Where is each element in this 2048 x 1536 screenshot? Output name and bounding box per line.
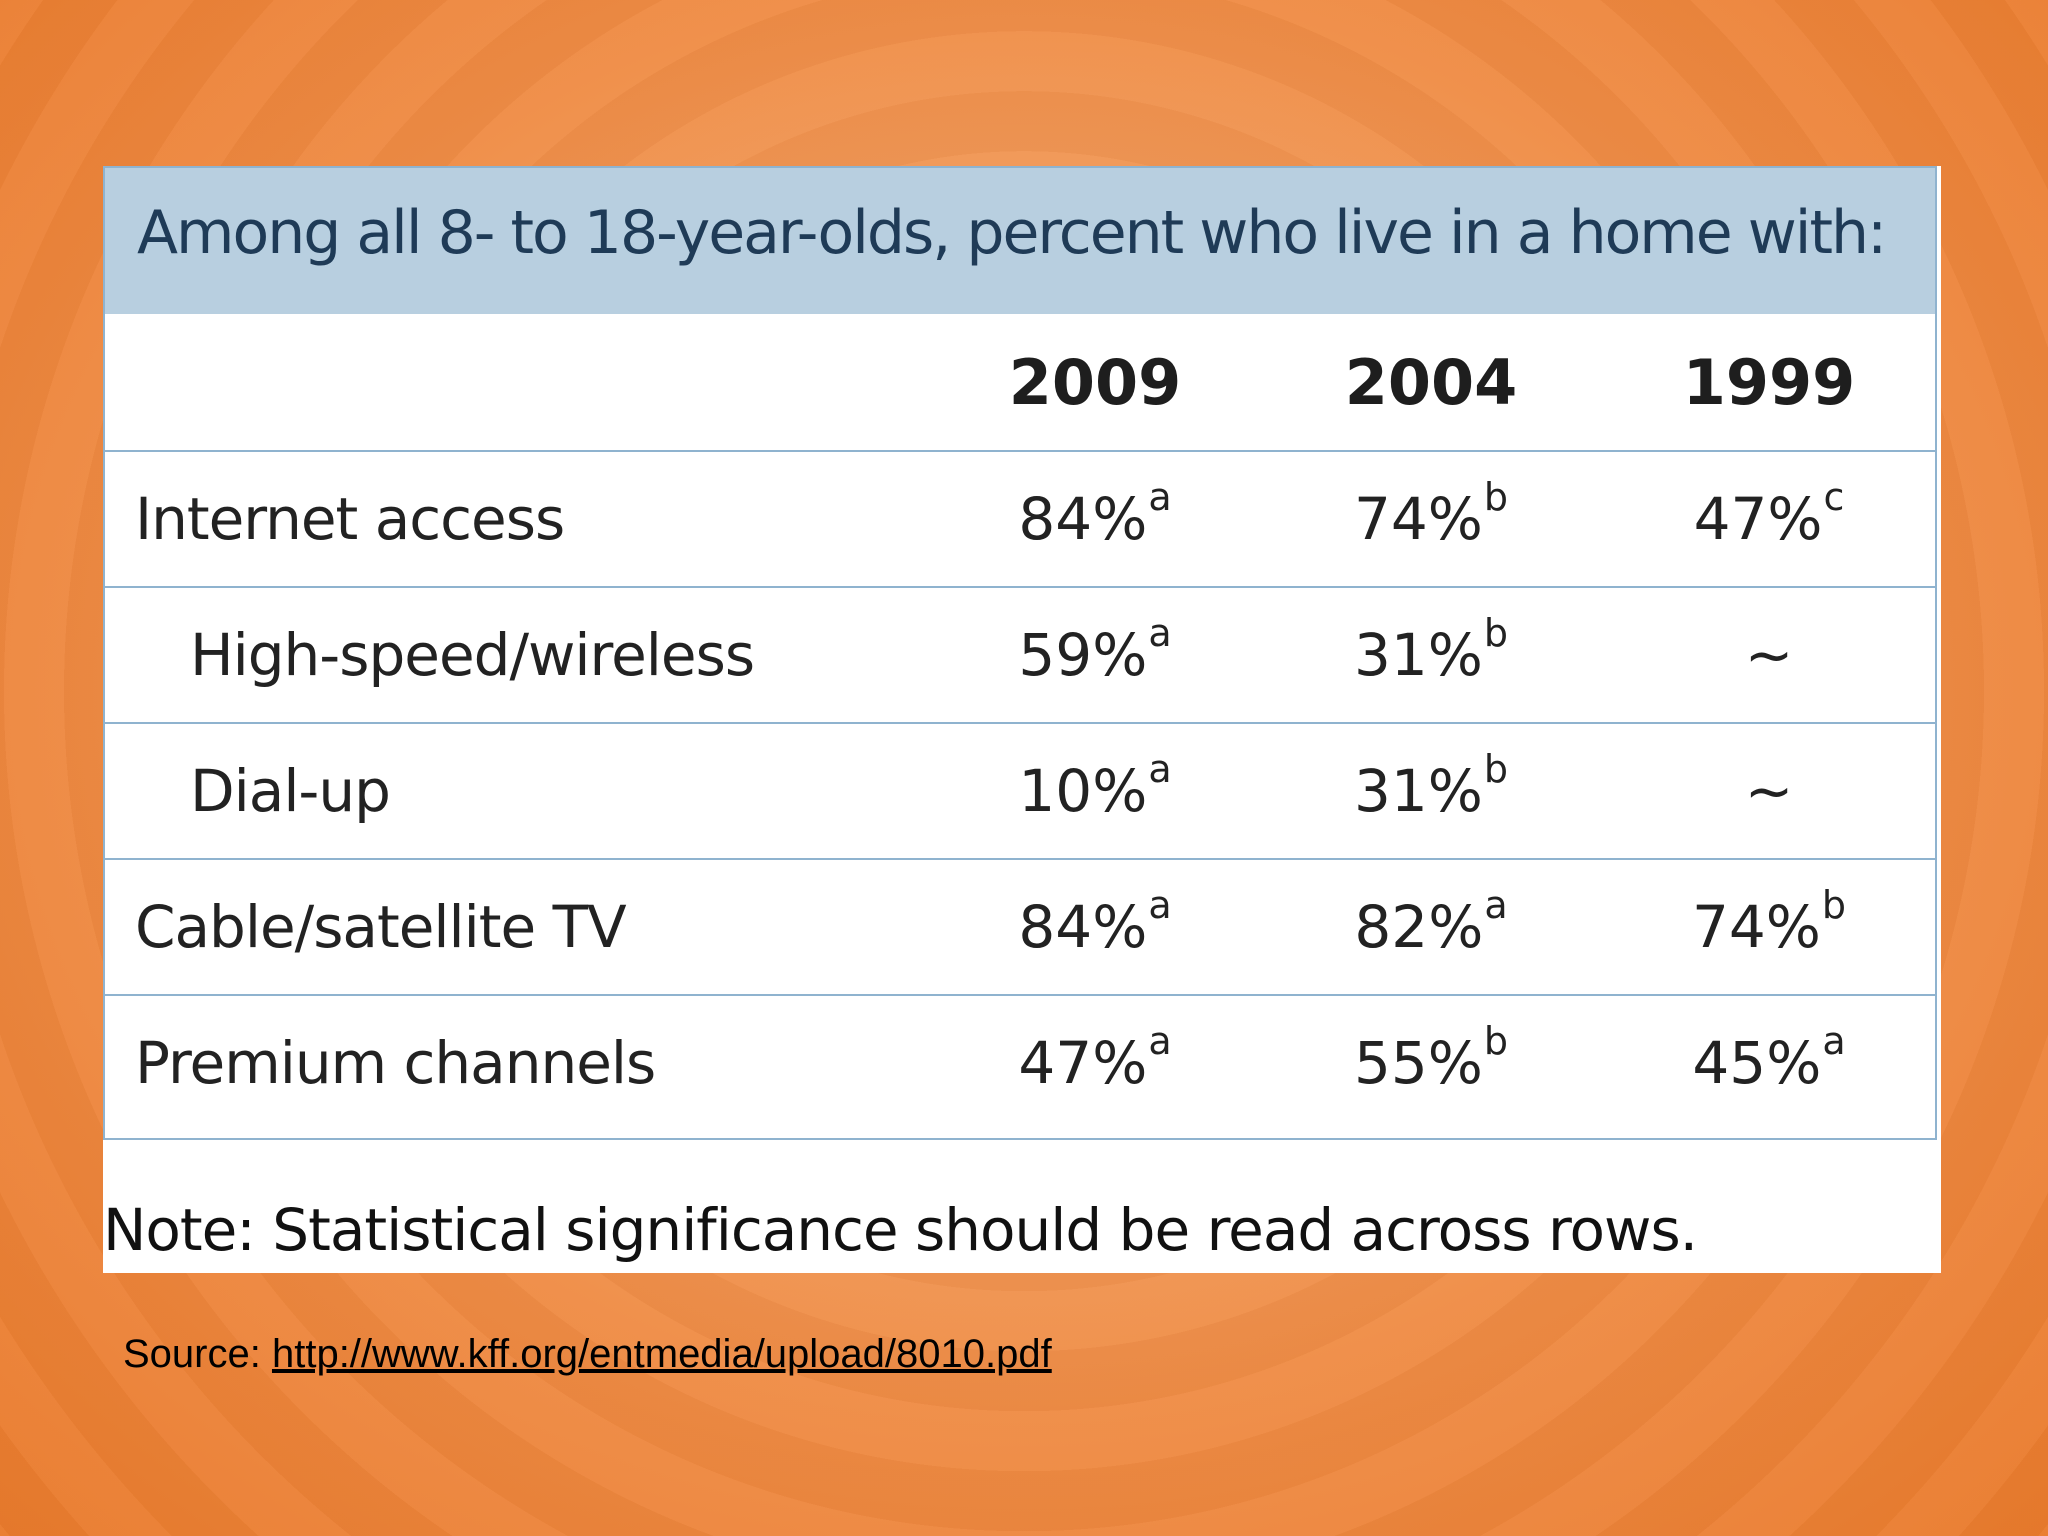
significance-marker: b	[1483, 747, 1509, 791]
cell-value: 84%	[1018, 485, 1148, 553]
table-cell: 55% b	[1301, 996, 1561, 1130]
row-label: Premium channels	[135, 1029, 656, 1097]
cell-value: 74%	[1353, 485, 1483, 553]
significance-marker: a	[1148, 1019, 1172, 1063]
column-header-1999: 1999	[1682, 345, 1856, 419]
table-cell: 47% a	[965, 996, 1225, 1130]
table-cell: ~	[1639, 724, 1899, 858]
cell-value: 31%	[1353, 621, 1483, 689]
significance-marker: b	[1821, 883, 1847, 927]
significance-marker: b	[1483, 1019, 1509, 1063]
table-row: Premium channels 47% a 55% b 45% a	[105, 994, 1935, 1130]
data-table: Among all 8- to 18-year-olds, percent wh…	[103, 166, 1937, 1140]
table-panel: Among all 8- to 18-year-olds, percent wh…	[103, 166, 1941, 1273]
cell-value: 74%	[1691, 893, 1821, 961]
significance-marker: a	[1148, 611, 1172, 655]
table-cell: 10% a	[965, 724, 1225, 858]
cell-value: 82%	[1354, 893, 1484, 961]
cell-value: 55%	[1353, 1029, 1483, 1097]
source-link[interactable]: http://www.kff.org/entmedia/upload/8010.…	[271, 1332, 1052, 1376]
cell-value: 47%	[1018, 1029, 1148, 1097]
cell-value: 84%	[1018, 893, 1148, 961]
significance-marker: a	[1148, 747, 1172, 791]
cell-value: 45%	[1692, 1029, 1822, 1097]
source-citation: Source: http://www.kff.org/entmedia/uplo…	[123, 1332, 1052, 1377]
table-cell: 82% a	[1301, 860, 1561, 994]
significance-marker: a	[1148, 883, 1172, 927]
significance-marker: c	[1823, 475, 1845, 519]
significance-marker: a	[1148, 475, 1172, 519]
table-title-band: Among all 8- to 18-year-olds, percent wh…	[105, 168, 1935, 314]
table-row: Cable/satellite TV 84% a 82% a 74% b	[105, 858, 1935, 994]
table-cell: 74% b	[1639, 860, 1899, 994]
column-header-2004: 2004	[1344, 345, 1518, 419]
row-label: Dial-up	[190, 757, 391, 825]
table-cell: 74% b	[1301, 452, 1561, 586]
column-header-2009: 2009	[1008, 345, 1182, 419]
table-row: Dial-up 10% a 31% b ~	[105, 722, 1935, 858]
table-note: Note: Statistical significance should be…	[103, 1196, 1698, 1264]
cell-value: 31%	[1353, 757, 1483, 825]
row-label: Internet access	[135, 485, 565, 553]
table-cell: ~	[1639, 588, 1899, 722]
table-cell: 84% a	[965, 452, 1225, 586]
significance-marker: a	[1822, 1019, 1846, 1063]
row-label: Cable/satellite TV	[135, 893, 627, 961]
table-cell: 31% b	[1301, 724, 1561, 858]
cell-value: ~	[1744, 757, 1794, 825]
table-cell: 31% b	[1301, 588, 1561, 722]
significance-marker: a	[1484, 883, 1508, 927]
cell-value: 59%	[1018, 621, 1148, 689]
table-row: High-speed/wireless 59% a 31% b ~	[105, 586, 1935, 722]
table-cell: 59% a	[965, 588, 1225, 722]
table-row: Internet access 84% a 74% b 47% c	[105, 450, 1935, 586]
cell-value: ~	[1744, 621, 1794, 689]
table-header-row: 2009 2004 1999	[105, 314, 1935, 450]
table-title: Among all 8- to 18-year-olds, percent wh…	[137, 198, 1887, 268]
cell-value: 47%	[1693, 485, 1823, 553]
significance-marker: b	[1483, 475, 1509, 519]
table-cell: 47% c	[1639, 452, 1899, 586]
table-cell: 45% a	[1639, 996, 1899, 1130]
table-cell: 84% a	[965, 860, 1225, 994]
significance-marker: b	[1483, 611, 1509, 655]
source-label: Source:	[123, 1332, 272, 1376]
row-label: High-speed/wireless	[190, 621, 755, 689]
cell-value: 10%	[1018, 757, 1148, 825]
